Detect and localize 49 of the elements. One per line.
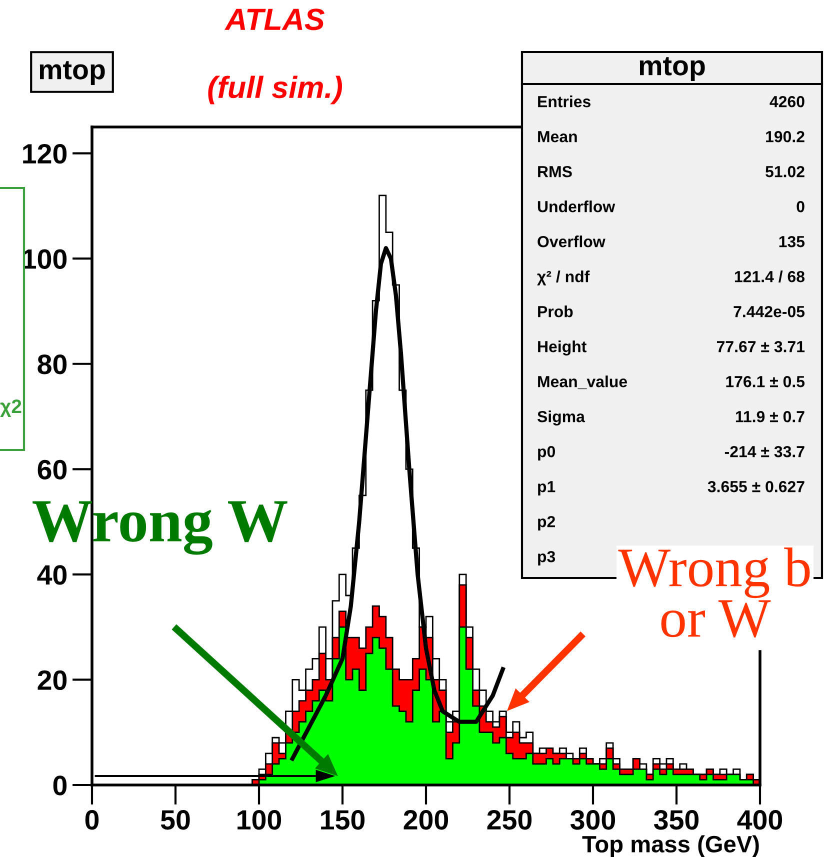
text: mtop: [40, 61, 105, 85]
text: 0: [796, 200, 804, 212]
annotation: p3: [538, 550, 556, 566]
text: 51.02: [766, 166, 804, 178]
text: Entries: [538, 96, 590, 108]
y-tick-label: 100: [23, 249, 67, 269]
x-tick-label: 150: [321, 810, 365, 830]
x-tick-label: 100: [238, 810, 282, 830]
annotation: 7.442e-05: [734, 306, 805, 318]
annotation: 176.1 ± 0.5: [726, 376, 805, 388]
annotation: Mean_value: [538, 376, 628, 390]
text: 190.2: [766, 130, 804, 142]
x-tick-label: 250: [487, 810, 532, 830]
annotation: p0: [538, 446, 555, 460]
annotation: Overflow: [538, 236, 606, 248]
annotation: RMS: [538, 166, 572, 178]
annotation: Mean: [538, 131, 577, 142]
annotation: p2: [538, 516, 555, 530]
annotation: Height: [538, 340, 586, 356]
x-tick-label: 400: [737, 810, 782, 830]
x-tick-label: 200: [404, 810, 448, 830]
y-tick-label: 120: [23, 144, 67, 164]
annotation: Sigma: [537, 410, 586, 426]
text: mtop: [640, 57, 705, 81]
y-tick-label: 60: [38, 460, 67, 480]
y-tick-label: 40: [37, 565, 67, 585]
annotation: 77.67 ± 3.71: [716, 340, 805, 352]
x-tick-label: 50: [160, 810, 190, 830]
x-tick-label: 300: [570, 810, 616, 830]
x-axis-title: Top mass (GeV): [582, 835, 759, 857]
text: 135: [779, 236, 805, 248]
y-tick-label: 80: [38, 354, 67, 374]
x-tick-label: 350: [654, 810, 699, 830]
annotation: 3.655 ± 0.627: [708, 480, 804, 492]
text: 4260: [770, 96, 804, 108]
annotation: 121.4 / 68: [734, 270, 805, 282]
chart-title: ATLAS: [224, 8, 324, 30]
annotation: Wrong b or W: [618, 548, 810, 638]
annotation: -214 ± 33.7: [724, 446, 804, 458]
annotation: Underflow: [538, 200, 616, 212]
y-tick-label: 0: [53, 776, 67, 796]
annotation: p1: [538, 481, 556, 496]
y-tick-label: 20: [38, 670, 67, 690]
chart-subtitle: (full sim.): [208, 76, 342, 104]
text: χ2: [0, 399, 22, 418]
annotation: 11.9 ± 0.7: [736, 410, 804, 422]
x-tick-label: 0: [85, 810, 99, 830]
annotation: χ² / ndf: [537, 270, 590, 286]
annotation: Prob: [538, 306, 573, 318]
